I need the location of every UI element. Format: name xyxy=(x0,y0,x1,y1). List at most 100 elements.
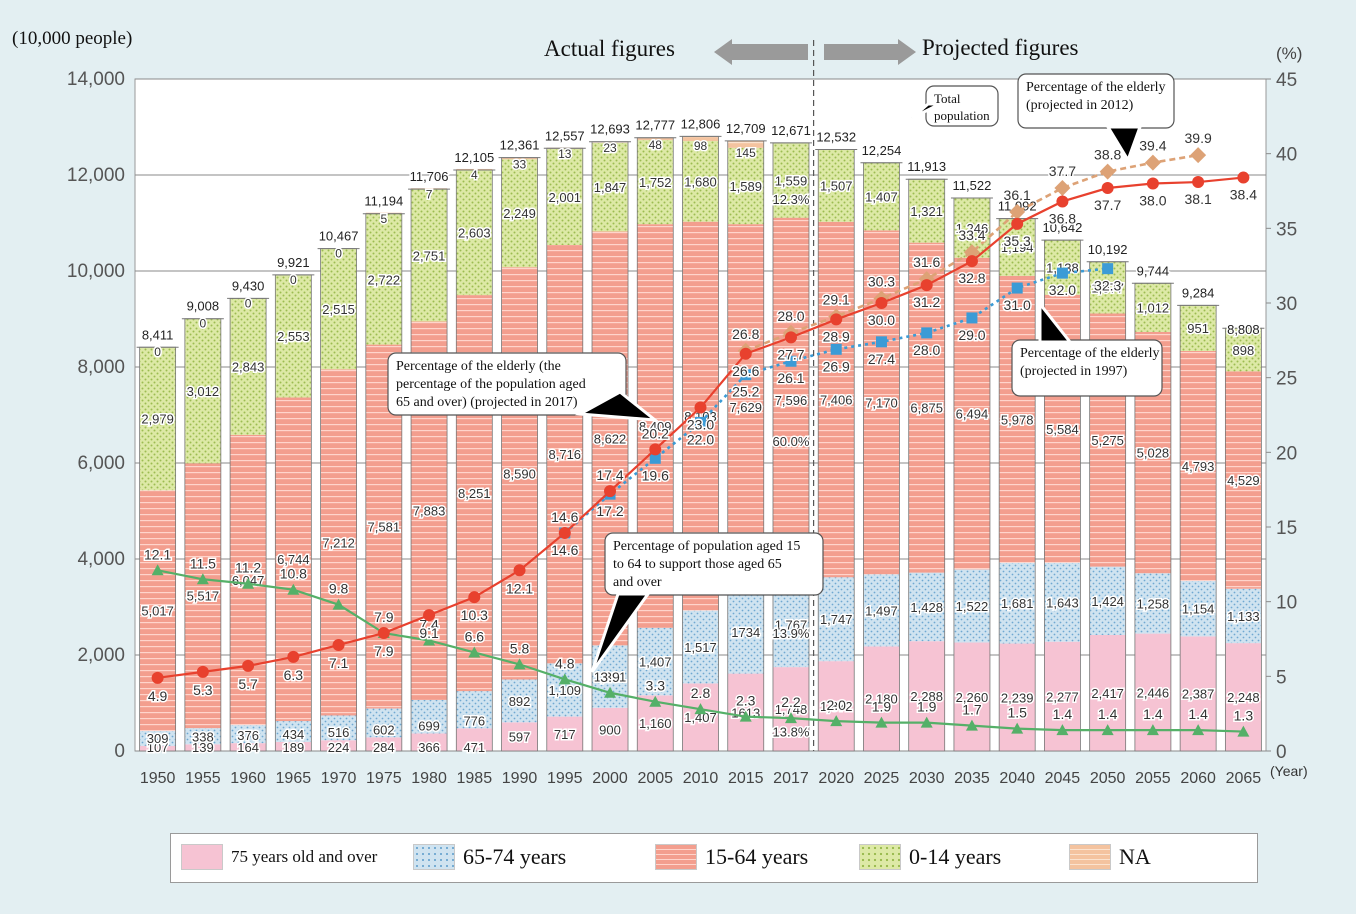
elderly-2012-value-label: 28.0 xyxy=(777,308,804,324)
value-label-75-over: 471 xyxy=(463,740,485,755)
bar-seg-15-64 xyxy=(863,230,900,575)
support-ratio-point xyxy=(920,716,933,728)
support-ratio-value-label: 11.5 xyxy=(190,555,216,571)
right-tick-label: 0 xyxy=(1276,742,1287,763)
elderly-2017-value-label: 32.8 xyxy=(958,270,985,286)
bar-seg-75-over xyxy=(230,743,267,751)
elderly-1997-point xyxy=(830,343,842,355)
value-label-15-64: 7,406 xyxy=(820,393,853,408)
value-label-15-64: 8,590 xyxy=(503,466,536,481)
support-ratio-value-label: 2.8 xyxy=(691,685,711,701)
support-ratio-point xyxy=(694,703,707,715)
support-ratio-value-label: 1.7 xyxy=(962,702,982,718)
total-label: 8,411 xyxy=(142,327,174,342)
elderly-2017-point xyxy=(377,627,390,640)
value-label-na: 33 xyxy=(513,157,527,171)
left-tick-label: 6,000 xyxy=(77,453,125,474)
bar-seg-0-14 xyxy=(637,140,674,225)
x-tick-label: 1970 xyxy=(321,770,357,787)
x-tick-label: 2065 xyxy=(1226,770,1262,787)
elderly-2017-value-label: 20.2 xyxy=(642,425,669,441)
value-label-75-over: 1,872 xyxy=(820,699,853,714)
bar-seg-na xyxy=(637,137,674,141)
elderly-1997-point xyxy=(785,355,797,367)
bar-seg-65-74 xyxy=(1225,588,1262,644)
bar-seg-65-74 xyxy=(953,569,990,643)
value-label-0-14: 1,847 xyxy=(594,180,627,195)
value-label-15-64: 5,017 xyxy=(141,604,174,619)
bar-seg-0-14 xyxy=(546,148,583,245)
elderly-2017-value-label: 10.3 xyxy=(461,607,488,623)
value-label-75-over: 2,180 xyxy=(865,692,898,707)
elderly-2017-value-label: 4.9 xyxy=(148,688,168,704)
bar-seg-75-over xyxy=(320,740,357,751)
value-label-0-14: 2,001 xyxy=(549,190,582,205)
value-label-0-14: 1,321 xyxy=(910,204,943,219)
support-ratio-value-label: 6.6 xyxy=(465,628,485,644)
x-tick-label: 1960 xyxy=(230,770,266,787)
bar-seg-15-64 xyxy=(999,275,1036,563)
value-label-65-74: 1,258 xyxy=(1137,596,1170,611)
bar-seg-0-14 xyxy=(908,179,945,243)
support-ratio-point xyxy=(151,564,164,576)
elderly-2017-point xyxy=(830,313,843,326)
x-tick-label: 2050 xyxy=(1090,770,1126,787)
bar-seg-0-14 xyxy=(1225,328,1262,372)
left-tick-label: 12,000 xyxy=(67,165,125,186)
bar-seg-65-74 xyxy=(546,663,583,717)
elderly-2017-point xyxy=(332,638,345,651)
x-tick-label: 2035 xyxy=(954,770,990,787)
elderly-2017-point xyxy=(739,347,752,360)
legend-item-na: NA xyxy=(1069,842,1151,872)
support-ratio-value-label: 12.1 xyxy=(144,546,171,562)
elderly-2017-value-label: 31.2 xyxy=(913,294,940,310)
x-tick-label: 1955 xyxy=(185,770,221,787)
support-ratio-value-label: 9.8 xyxy=(329,581,349,597)
share-2017-75-over: 13.8% xyxy=(773,725,810,740)
value-label-65-74: 376 xyxy=(237,728,259,743)
bar-seg-na xyxy=(682,136,719,142)
left-tick-label: 0 xyxy=(114,741,125,762)
bar-seg-65-74 xyxy=(501,679,538,723)
elderly-2012-point xyxy=(1009,203,1026,220)
x-tick-label: 2017 xyxy=(773,770,809,787)
elderly-1997-point xyxy=(1102,263,1114,275)
value-label-15-64: 8,251 xyxy=(458,486,491,501)
callout-elderly-1997-box xyxy=(1011,339,1163,397)
legend-label-65-74: 65-74 years xyxy=(463,844,567,869)
bar-seg-65-74 xyxy=(908,572,945,642)
value-label-15-64: 5,275 xyxy=(1091,433,1124,448)
total-label: 12,671 xyxy=(771,123,811,138)
x-tick-label: 1950 xyxy=(140,770,176,787)
value-label-75-over: 1,748 xyxy=(775,702,808,717)
bar-seg-15-64 xyxy=(546,244,583,664)
total-label: 10,192 xyxy=(1088,242,1128,257)
elderly-1997-value-label: 32.0 xyxy=(1049,282,1076,298)
value-label-75-over: 2,417 xyxy=(1091,686,1124,701)
bar-seg-65-74 xyxy=(365,708,402,738)
value-label-65-74: 699 xyxy=(418,718,440,733)
callout-elderly-2012: Percentage of the elderly (projected in 2… xyxy=(1017,73,1175,164)
value-label-65-74: 892 xyxy=(509,694,531,709)
callout-total-population: Total population xyxy=(911,85,999,127)
value-label-15-64: 8,103 xyxy=(684,409,717,424)
elderly-2017-point xyxy=(965,255,978,268)
support-ratio-point xyxy=(784,712,797,724)
callout-elderly-2017-text: Percentage of the elderly (the xyxy=(396,359,561,374)
support-ratio-value-label: 2.3 xyxy=(736,693,756,709)
value-label-0-14: 2,603 xyxy=(458,226,491,241)
total-label: 10,642 xyxy=(1043,220,1083,235)
elderly-2017-point xyxy=(784,331,797,344)
elderly-2017-value-label: 23.0 xyxy=(687,417,714,433)
value-label-65-74: 602 xyxy=(373,722,395,737)
share-2017-15-64: 60.0% xyxy=(773,434,810,449)
elderly-2017-value-label: 5.3 xyxy=(193,682,213,698)
value-label-75-over: 224 xyxy=(328,740,350,755)
elderly-2017-value-label: 38.0 xyxy=(1139,193,1166,209)
value-label-75-over: 164 xyxy=(237,740,259,755)
arrow-left xyxy=(714,39,808,65)
value-label-75-over: 2,260 xyxy=(956,690,989,705)
value-label-0-14: 1,077 xyxy=(1091,281,1124,296)
callout-total-population-text: Total xyxy=(934,91,961,106)
right-tick-label: 35 xyxy=(1276,219,1297,240)
